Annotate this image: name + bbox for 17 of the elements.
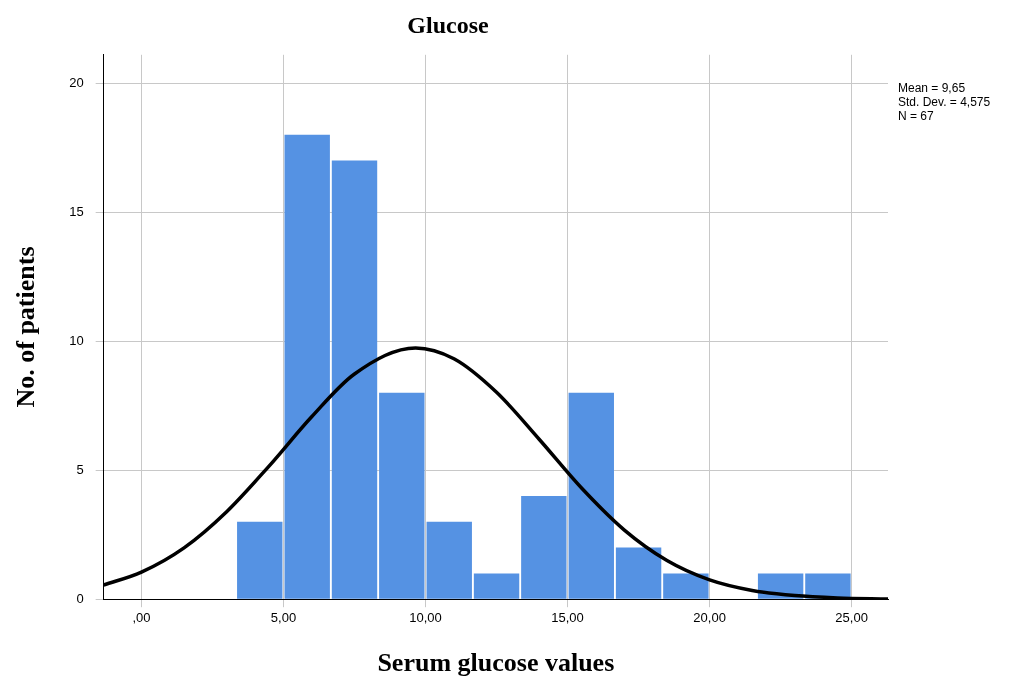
- y-tick-label: 5: [76, 461, 84, 477]
- x-tick-label: ,00: [132, 609, 151, 625]
- x-tick-label: 10,00: [409, 609, 442, 625]
- x-tick-label: 20,00: [693, 609, 726, 625]
- text: N = 67: [898, 109, 935, 124]
- x-tick-label: 5,00: [270, 609, 297, 625]
- x-tick-label: 15,00: [551, 609, 584, 625]
- text: Mean = 9,65: [898, 81, 966, 96]
- chart-title: Glucose: [407, 11, 490, 38]
- y-tick-label: 10: [69, 332, 84, 348]
- y-tick-label: 0: [76, 590, 84, 606]
- y-tick-label: 15: [69, 203, 84, 219]
- x-axis-title: Serum glucose values: [377, 648, 615, 678]
- y-tick-label: 20: [69, 74, 84, 90]
- x-tick-label: 25,00: [835, 609, 868, 625]
- text: Std. Dev. = 4,575: [898, 95, 991, 110]
- y-axis-title: No. of patients: [11, 246, 41, 408]
